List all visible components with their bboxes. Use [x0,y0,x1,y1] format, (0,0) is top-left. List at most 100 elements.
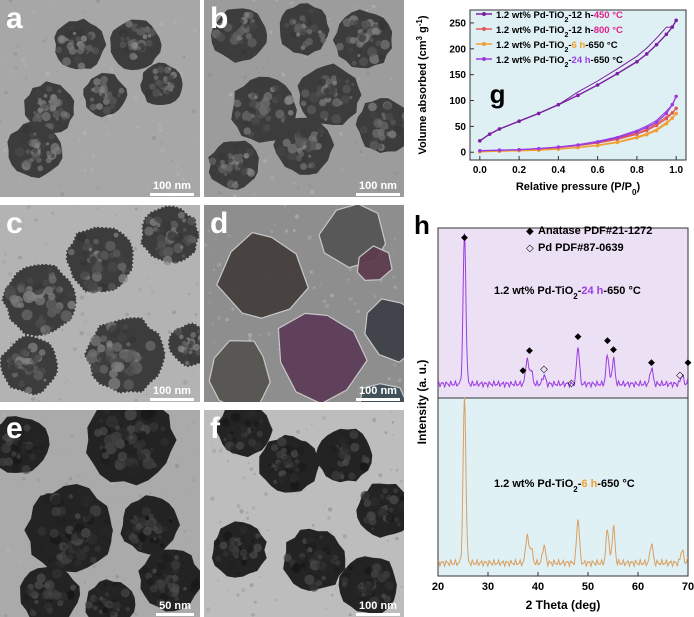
series-point-3 [670,102,675,107]
series-point-0 [497,127,502,131]
panel-label-f: f [210,412,220,445]
nanoparticle [332,9,393,69]
tem-noise [92,564,97,569]
nanoparticle [20,564,80,617]
y-tick-label: 0 [460,148,466,159]
series-point-1 [670,111,675,115]
tem-noise [331,593,334,597]
tem-noise [80,312,85,317]
tem-noise [248,337,252,342]
tem-noise [310,53,316,59]
tem-panel-c: c 100 nm [0,205,200,402]
tem-noise [324,503,327,507]
series-point-1 [664,116,669,121]
series-point-2 [644,132,649,137]
tem-noise [173,19,178,24]
tem-noise [251,0,256,2]
nanoparticle [315,428,373,483]
nanoparticle [216,231,309,319]
series-point-2 [674,111,678,116]
tem-noise [206,607,211,612]
tem-noise [183,530,186,533]
tem-noise [9,70,13,74]
tem-noise [268,161,271,165]
tem-noise [30,396,36,402]
tem-noise [82,10,85,14]
panel-label-b: b [210,2,229,35]
chart-bet-isotherm: 0.0 0.2 0.4 0.6 0.8 1.0 0 50 100 150 200 250 Relativ… [415,9,687,197]
tem-noise [147,285,152,290]
tem-noise [367,148,371,152]
panel-label-a: a [6,2,23,35]
tem-noise [82,130,87,135]
tem-noise [170,158,173,162]
tem-noise [195,293,200,298]
tem-noise [307,183,313,188]
tem-noise [266,331,272,337]
tem-noise [188,36,191,39]
tem-noise [393,171,399,176]
tem-noise [398,381,403,386]
tem-noise [325,54,327,56]
tem-noise [294,214,300,219]
tem-noise [136,175,139,177]
tem-noise [242,75,247,80]
tem-noise [264,492,268,496]
tem-noise [182,266,187,271]
panel-label-d: d [210,207,229,240]
tem-noise [339,150,342,153]
series-point-0 [556,102,561,107]
tem-noise [377,187,382,192]
y-axis-label: Intensity (a. u.) [415,360,429,445]
series-point-0 [517,119,521,124]
tem-noise [323,587,329,593]
series-point-3 [644,125,649,130]
tem-noise [42,39,47,43]
tem-noise [377,289,380,293]
tem-noise [172,187,176,190]
tem-noise [183,55,186,59]
tem-noise [348,267,352,272]
tem-noise [314,495,317,498]
chart-xrd: 20 30 40 50 60 70 2 Theta (deg) Intensity (a. u… [414,210,694,612]
tem-noise [174,164,180,169]
tem-noise [13,51,18,56]
tem-noise [395,536,399,541]
tem-noise [210,442,213,445]
tem-noise [397,378,402,383]
tem-noise [83,320,88,325]
tem-noise [399,479,404,483]
tem-noise [247,462,250,464]
tem-noise [218,448,223,453]
nanoparticle [0,333,60,397]
tem-noise [134,611,139,616]
panel-label-h: h [414,210,430,240]
tem-noise [392,275,396,279]
tem-noise [357,77,361,81]
legend-entry-3: 1.2 wt% Pd-TiO2-24 h-650 °C [496,55,623,69]
nanoparticle [208,140,259,190]
x-tick-label: 0.4 [551,165,565,176]
nanoparticle [138,549,200,612]
tem-noise [19,224,25,229]
series-point-0 [664,32,669,37]
tem-image-e [0,410,200,617]
nanoparticle [364,298,404,363]
tem-noise [236,504,241,508]
tem-noise [174,463,180,469]
tem-noise [234,608,238,612]
x-axis-label: 2 Theta (deg) [526,598,601,612]
tem-noise [356,309,360,314]
tem-noise [191,266,195,271]
tem-noise [180,156,183,158]
tem-noise [119,500,121,502]
tem-noise [187,532,190,535]
tem-noise [206,547,210,552]
series-point-3 [635,129,639,134]
tem-noise [267,56,269,59]
series-point-3 [595,140,600,144]
tem-noise [3,57,7,61]
series-point-3 [556,145,561,149]
scale-text-e: 50 nm [159,600,191,612]
tem-noise [22,217,25,219]
